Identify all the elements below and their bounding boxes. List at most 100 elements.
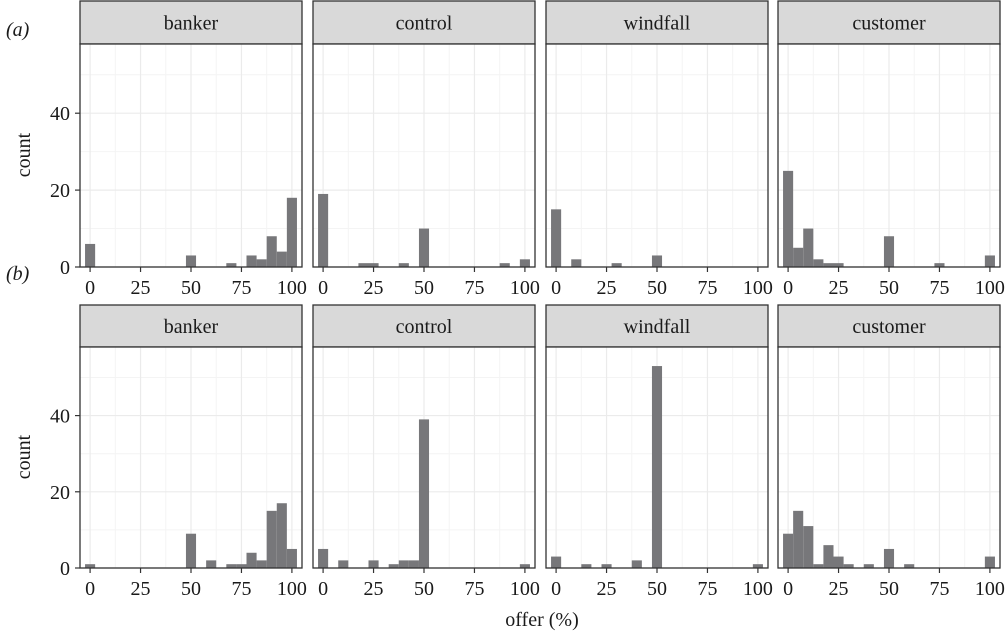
histogram-bar: [276, 251, 287, 267]
facet-strip-label: windfall: [624, 316, 691, 338]
histogram-bar: [651, 255, 663, 267]
y-axis-label: count: [13, 434, 35, 479]
x-tick-label: 0: [318, 277, 328, 299]
histogram-bar: [883, 236, 895, 267]
facet-control-row-a: control 0 25 50 75 100: [312, 0, 540, 299]
histogram-bar: [246, 552, 257, 568]
x-tick-label: 50: [181, 277, 201, 299]
y-tick-label: 0: [60, 558, 70, 580]
histogram-bar: [783, 533, 794, 568]
x-tick-label: 25: [364, 578, 384, 600]
facet-strip-label: banker: [164, 13, 219, 35]
x-tick-label: 25: [597, 277, 617, 299]
x-tick-label: 50: [647, 277, 667, 299]
facet-customer-row-b: customer 0 25 50 75 100: [777, 304, 1005, 600]
x-tick-label: 25: [131, 277, 151, 299]
histogram-bar: [256, 560, 267, 568]
chart-row-b: (b) count banker 0 25 50 75 100 0 20 40 control 0 25 5…: [6, 263, 1005, 600]
x-tick-label: 100: [277, 277, 307, 299]
histogram-bar: [823, 263, 834, 267]
histogram-bar: [783, 170, 794, 267]
histogram-bar: [318, 193, 329, 267]
histogram-bar: [338, 560, 349, 568]
histogram-bar: [286, 548, 297, 568]
histogram-bar: [418, 228, 430, 267]
x-tick-label: 25: [364, 277, 384, 299]
x-tick-label: 50: [647, 578, 667, 600]
y-tick-label: 40: [50, 406, 70, 428]
histogram-bar: [358, 263, 369, 267]
histogram-bar: [883, 548, 895, 568]
histogram-bar: [226, 564, 237, 568]
histogram-bar: [206, 560, 217, 568]
y-tick-label: 20: [50, 180, 70, 202]
histogram-bar: [813, 564, 824, 568]
y-axis-label: count: [13, 132, 35, 177]
histogram-bar: [752, 564, 763, 568]
x-tick-label: 0: [85, 277, 95, 299]
x-axis-label: offer (%): [505, 609, 578, 631]
facet-strip: [79, 304, 303, 348]
facet-strip: [545, 0, 769, 45]
histogram-bar: [813, 259, 824, 267]
facet-banker-row-a: banker 0 25 50 75 100 0 20 40: [50, 0, 307, 299]
histogram-bar: [803, 228, 814, 267]
histogram-bar: [551, 209, 562, 267]
x-tick-label: 100: [510, 578, 540, 600]
histogram-bar: [934, 263, 945, 267]
histogram-bar: [398, 263, 409, 267]
y-tick-label: 40: [50, 103, 70, 125]
histogram-bar: [85, 564, 96, 568]
x-tick-label: 0: [551, 578, 561, 600]
facet-strip-label: banker: [164, 316, 219, 338]
histogram-bar: [984, 556, 995, 568]
histogram-bar: [368, 560, 379, 568]
histogram-bar: [266, 236, 277, 267]
histogram-bar: [843, 564, 854, 568]
x-tick-label: 0: [85, 578, 95, 600]
facet-strip-label: customer: [852, 13, 926, 35]
x-tick-label: 0: [783, 578, 793, 600]
histogram-bar: [823, 545, 834, 568]
histogram-bar: [519, 259, 530, 267]
x-tick-label: 50: [414, 277, 434, 299]
x-tick-label: 50: [414, 578, 434, 600]
x-tick-label: 100: [743, 277, 773, 299]
x-tick-label: 100: [975, 578, 1005, 600]
histogram-bar: [226, 263, 237, 267]
x-tick-label: 100: [743, 578, 773, 600]
x-tick-label: 0: [551, 277, 561, 299]
facet-customer-row-a: customer 0 25 50 75 100: [777, 0, 1005, 299]
x-tick-label: 100: [510, 277, 540, 299]
histogram-bar: [904, 564, 915, 568]
histogram-bar: [276, 503, 287, 568]
histogram-bar: [368, 263, 379, 267]
x-tick-label: 25: [597, 578, 617, 600]
histogram-bar: [611, 263, 622, 267]
histogram-bar: [601, 564, 612, 568]
facet-strip-label: control: [396, 13, 453, 35]
histogram-bar: [398, 560, 409, 568]
x-tick-label: 75: [464, 277, 484, 299]
facet-strip: [777, 0, 1001, 45]
facet-strip: [312, 0, 536, 45]
histogram-bar: [551, 556, 562, 568]
x-tick-label: 100: [975, 277, 1005, 299]
histogram-bar: [408, 560, 419, 568]
histogram-bar: [246, 255, 257, 267]
y-tick-label: 0: [60, 257, 70, 279]
facet-strip-label: windfall: [624, 13, 691, 35]
histogram-bar: [185, 533, 197, 568]
histogram-bar: [793, 510, 804, 568]
x-tick-label: 75: [464, 578, 484, 600]
x-tick-label: 75: [231, 277, 251, 299]
histogram-bar: [793, 247, 804, 267]
facet-strip: [545, 304, 769, 348]
panel-tag-label: (b): [6, 263, 30, 285]
histogram-bar: [286, 197, 297, 267]
x-tick-label: 25: [829, 578, 849, 600]
x-tick-label: 0: [318, 578, 328, 600]
x-tick-label: 25: [131, 578, 151, 600]
histogram-bar: [185, 255, 197, 267]
